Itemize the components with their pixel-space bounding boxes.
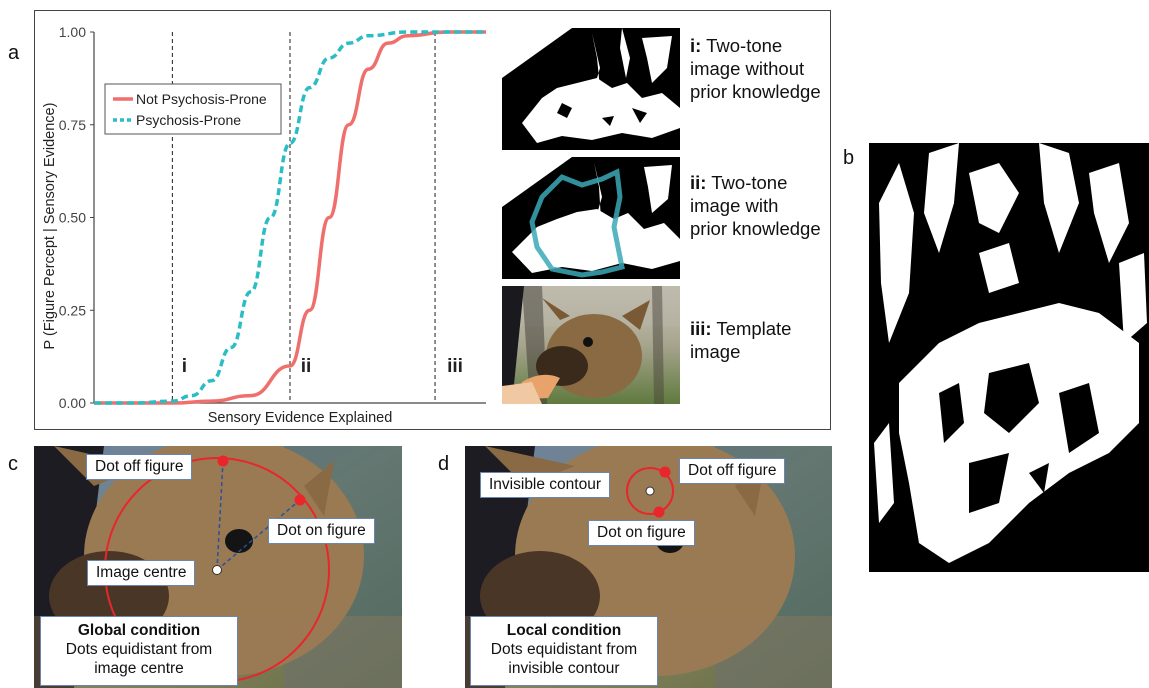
local-condition-overlay	[626, 466, 674, 518]
description-ii-line1: Two-tone	[706, 172, 788, 193]
y-tick-label-2: 0.50	[59, 210, 86, 226]
panel-label-d: d	[438, 453, 450, 475]
callout-dot-on-figure: Dot on figure	[268, 518, 375, 544]
vline-label-i: i	[182, 356, 187, 377]
dot-off-figure	[217, 455, 229, 467]
sigmoid-chart: 0.000.250.500.751.00i ii iii P (Figure Per…	[42, 24, 486, 426]
description-i-line3: prior knowledge	[690, 81, 821, 102]
callout-local-dot-on-figure: Dot on figure	[588, 520, 695, 546]
vline-label-iii: iii	[447, 356, 463, 377]
description-ii-line2: image with	[690, 195, 779, 216]
local-condition-title: Local condition	[506, 622, 622, 639]
description-i: i: Two-tone image without prior knowledg…	[690, 34, 821, 103]
chart-legend: Not Psychosis-Prone Psychosis-Prone	[104, 83, 282, 135]
y-axis-label: P (Figure Percept | Sensory Evidence)	[42, 103, 58, 350]
callout-invisible-contour: Invisible contour	[480, 472, 611, 498]
legend-entry-prone: Psychosis-Prone	[136, 112, 241, 128]
panel-label-c: c	[8, 453, 18, 475]
local-condition-line2: invisible contour	[508, 660, 620, 677]
vline-label-ii: ii	[301, 356, 312, 377]
local-condition-line1: Dots equidistant from	[490, 641, 638, 658]
series-line-psychosis-prone	[94, 30, 486, 405]
description-i-line2: image without	[690, 58, 805, 79]
two-tone-image-ii	[502, 157, 680, 279]
legend-entry-not-prone: Not Psychosis-Prone	[136, 91, 267, 107]
line-to-dot-off	[216, 460, 224, 571]
description-i-marker: i:	[690, 35, 702, 56]
x-axis-label: Sensory Evidence Explained	[208, 410, 393, 426]
description-iii-marker: iii:	[690, 318, 712, 339]
contour-centre-dot	[645, 486, 655, 496]
description-iii-line2: image	[690, 341, 741, 362]
image-centre-dot	[212, 565, 222, 575]
global-condition-line1: Dots equidistant from	[65, 641, 213, 658]
callout-image-centre: Image centre	[87, 560, 196, 586]
local-circle	[626, 467, 674, 515]
panel-label-b: b	[843, 147, 855, 169]
global-condition-box: Global condition Dots equidistant from i…	[40, 616, 238, 686]
global-condition-title: Global condition	[77, 622, 201, 639]
callout-dot-off-figure: Dot off figure	[86, 454, 193, 480]
two-tone-image-i	[502, 28, 680, 150]
description-iii-line1: Template	[711, 318, 792, 339]
local-dot-off-figure	[659, 466, 671, 478]
callout-local-dot-off-figure: Dot off figure	[679, 458, 786, 484]
description-ii: ii: Two-tone image with prior knowledge	[690, 171, 821, 240]
y-tick-label-4: 1.00	[59, 24, 86, 40]
local-dot-on-figure	[653, 506, 665, 518]
y-tick-label-1: 0.25	[59, 302, 86, 318]
panel-a-frame	[34, 10, 831, 430]
y-tick-label-0: 0.00	[59, 395, 86, 411]
panel-label-a: a	[8, 42, 20, 64]
two-tone-image-large	[869, 143, 1149, 572]
y-tick-label-3: 0.75	[59, 117, 86, 133]
template-image-iii	[502, 286, 680, 404]
global-condition-line2: image centre	[94, 660, 184, 677]
description-iii: iii: Template image	[690, 317, 791, 363]
description-ii-line3: prior knowledge	[690, 218, 821, 239]
description-ii-marker: ii:	[690, 172, 707, 193]
local-condition-box: Local condition Dots equidistant from in…	[470, 616, 658, 686]
description-i-line1: Two-tone	[701, 35, 783, 56]
series-line-not-psychosis-prone	[94, 30, 486, 405]
dot-on-figure	[294, 494, 306, 506]
